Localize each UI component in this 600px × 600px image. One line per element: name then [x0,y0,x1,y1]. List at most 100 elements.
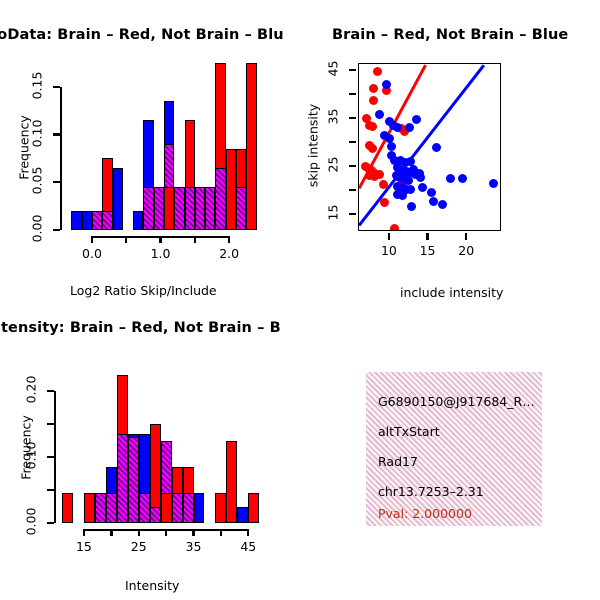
ratio-histogram-xlabel: Log2 Ratio Skip/Include [70,283,217,298]
ratio-histogram-bar-overlap [215,167,226,230]
scatter-point-not-brain [407,201,417,211]
scatter-point-not-brain [403,176,413,186]
intensity-histogram-bar-overlap [105,493,117,523]
ratio-histogram-bar-overlap [194,187,206,230]
ratio-histogram-y-tick-label: 0.00 [29,214,45,243]
intensity-histogram-bar-overlap [94,493,106,523]
ratio-histogram-y-tick [53,85,60,89]
scatter-y-tick [349,165,356,168]
intensity-histogram-bar-overlap [116,433,128,523]
intensity-histogram-y-tick [47,488,54,492]
intensity-histogram-x-tick [137,529,140,536]
scatter-point-brain [365,171,375,181]
scatter-x-tick-label: 15 [419,243,436,258]
ratio-histogram-x-tick-label: 2.0 [219,246,240,261]
scatter-y-tick [349,189,356,192]
scatter-point-not-brain [393,189,403,199]
intensity-histogram-y-tick-label: 0.00 [23,507,39,536]
scatter-point-not-brain [428,197,438,207]
ratio-histogram-x-tick [125,236,128,243]
intensity-histogram-bar-brain [62,493,73,523]
ratio-histogram-x-tick-label: 0.0 [82,246,102,261]
ratio-histogram-x-tick [159,236,162,243]
scatter-point-brain [368,122,378,132]
scatter-point-brain [400,127,410,137]
intensity-histogram-x-tick-label: 45 [240,539,257,554]
scatter-point-brain [369,83,379,93]
intensity-histogram-bar-overlap [149,506,161,523]
intensity-histogram-bar-brain [160,493,172,523]
scatter-point-not-brain [388,121,398,131]
scatter-y-tick [349,93,356,96]
ratio-histogram-y-axis-line [60,86,63,230]
intensity-histogram-x-tick [82,529,86,536]
scatter-point-not-brain [380,131,389,141]
intensity-histogram-bar-not-brain [193,493,205,523]
ratio-histogram-y-tick-label: 0.10 [29,119,45,147]
ratio-histogram-y-tick [53,228,60,232]
scatter-point-not-brain [437,200,447,210]
scatter-point-not-brain [405,156,415,166]
intensity-histogram-x-tick-label: 15 [75,539,92,554]
ratio-histogram-bar-overlap [184,187,195,230]
scatter-x-tick-label: 20 [458,243,475,258]
intensity-histogram-x-tick [192,529,195,536]
ratio-histogram-title: RatioData: Brain – Red, Not Brain – Blu [0,27,284,43]
intensity-histogram-bar-brain [248,493,260,523]
info-line-event-type: altTxStart [378,424,440,439]
scatter-point-not-brain [393,122,403,132]
scatter-point-brain [374,170,384,180]
ratio-histogram-bar-overlap [205,187,216,230]
ratio-histogram-y-tick [53,133,60,136]
scatter-y-tick [349,69,356,72]
scatter-point-not-brain [396,156,406,166]
scatter-point-brain [380,198,389,208]
scatter-point-brain [390,223,400,230]
intensity-histogram-y-tick [47,389,54,393]
intensity-histogram-x-tick [164,529,168,536]
scatter-ylabel: skip intensity [305,103,321,188]
scatter-point-not-brain [374,109,384,119]
scatter-point-not-brain [411,114,421,124]
ratio-histogram-bar-not-brain [133,210,144,230]
scatter-point-not-brain [397,190,407,200]
ratio-histogram-x-tick-label: 1.0 [150,246,171,261]
intensity-histogram-x-tick [219,529,223,536]
ratio-histogram-bar-overlap [174,187,185,230]
scatter-point-not-brain [427,187,437,197]
ratio-histogram-bar-brain [225,148,236,230]
ratio-histogram-bar-overlap [236,187,247,230]
ratio-histogram-bar-not-brain [112,167,123,230]
scatter-title: Brain – Red, Not Brain – Blue [332,27,569,43]
intensity-histogram-x-tick-label: 35 [185,539,202,554]
scatter-x-tick [465,233,468,240]
ratio-histogram-bar-overlap [153,187,164,230]
ratio-histogram-bar-not-brain [81,210,92,230]
scatter-point-not-brain [458,174,468,184]
intensity-histogram-y-tick-label: 0.20 [23,375,39,404]
scatter-y-tick [349,213,356,216]
intensity-histogram-y-tick [47,455,54,459]
ratio-histogram-y-tick-label: 0.05 [29,166,45,195]
scatter-point-brain [373,66,383,76]
ratio-histogram-x-tick [90,236,94,243]
scatter-plot-area [358,63,501,231]
ratio-histogram-bar-overlap [92,210,103,230]
info-line-locus: chr13.7253–2.31 [378,484,484,499]
intensity-histogram-y-tick [47,422,54,426]
scatter-y-tick-label: 25 [325,156,341,173]
info-line-gene-symbol: Rad17 [378,454,418,469]
scatter-point-brain [362,113,372,123]
scatter-point-brain [369,172,379,182]
intensity-histogram-bar-brain [83,493,95,523]
scatter-point-brain [379,179,389,189]
intensity-histogram-bar-brain [215,493,227,523]
ratio-histogram-y-tick-label: 0.15 [29,71,45,100]
scatter-x-tick [387,233,391,240]
ratio-histogram-x-tick [227,236,231,243]
scatter-point-not-brain [408,164,418,174]
scatter-point-not-brain [382,79,392,89]
intensity-histogram-y-tick-label: 0.10 [23,441,39,470]
intensity-histogram-x-tick-label: 25 [130,539,147,554]
scatter-y-tick [349,141,356,144]
